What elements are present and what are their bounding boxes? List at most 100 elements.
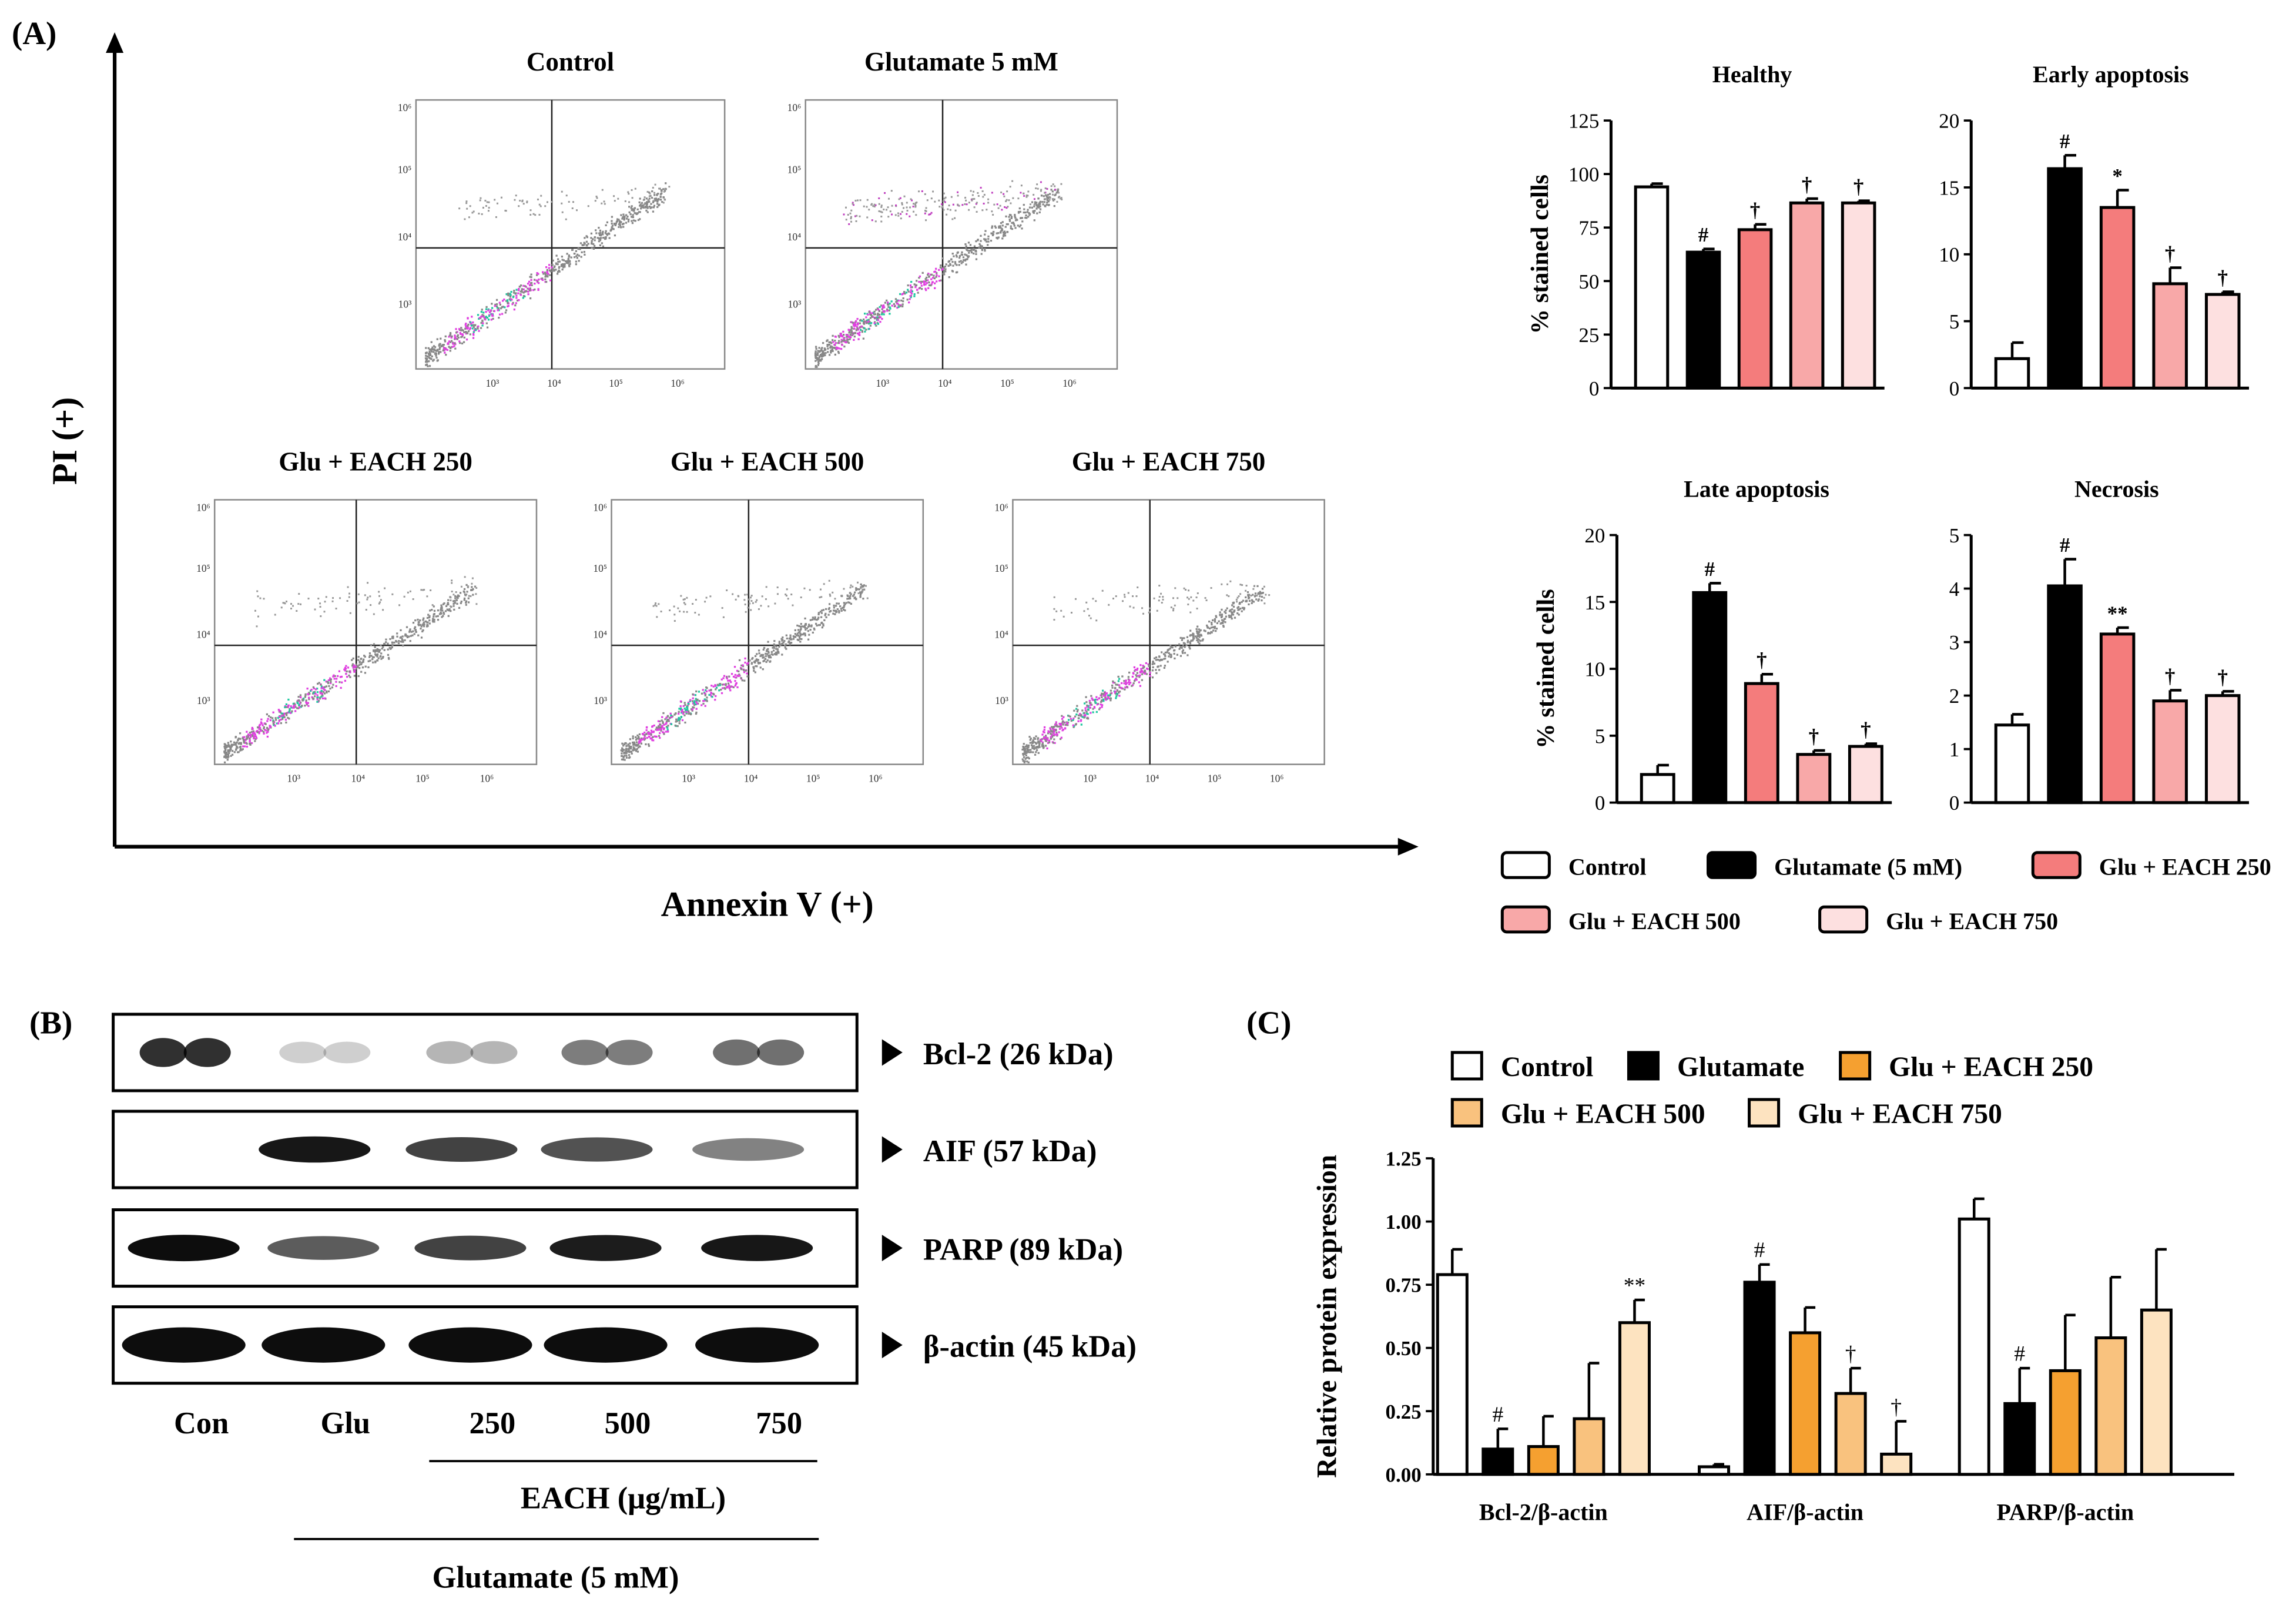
flow-event <box>1030 744 1033 746</box>
flow-event <box>635 750 638 752</box>
flow-event <box>950 196 953 198</box>
flow-event <box>565 218 567 220</box>
flow-event <box>758 652 760 655</box>
flow-event <box>786 637 788 640</box>
flow-event <box>258 732 260 735</box>
flow-event <box>516 299 519 302</box>
flow-event <box>1001 224 1004 227</box>
flow-x-tick-label: 10⁶ <box>869 773 883 785</box>
flow-event <box>661 192 663 195</box>
flow-event <box>482 206 484 209</box>
flow-event <box>927 279 929 281</box>
legend-item: Control <box>1500 851 1647 880</box>
flow-event <box>1219 614 1221 616</box>
flow-event <box>638 733 641 736</box>
flow-event <box>551 200 553 203</box>
flow-event <box>866 319 869 321</box>
flow-event <box>1110 689 1112 692</box>
flow-event <box>1094 701 1097 703</box>
flow-event <box>694 612 696 614</box>
flow-event <box>1099 707 1101 709</box>
flow-event <box>862 590 864 592</box>
flow-event <box>687 701 690 704</box>
flow-event <box>360 671 363 673</box>
flow-event <box>913 203 915 205</box>
flow-event <box>323 679 326 681</box>
flow-event <box>246 742 248 745</box>
flow-event <box>1140 668 1142 670</box>
legend-swatch <box>1450 1051 1483 1081</box>
flow-event <box>1239 593 1242 595</box>
flow-event <box>317 598 320 600</box>
flow-event <box>317 701 320 703</box>
flow-event <box>1029 739 1031 741</box>
flow-event <box>817 362 820 365</box>
flow-event <box>284 706 286 709</box>
flow-event <box>902 300 904 303</box>
flow-event <box>304 705 306 707</box>
flow-event <box>435 615 437 618</box>
significance-mark: † <box>1845 1342 1856 1366</box>
flow-event <box>1226 594 1228 596</box>
western-blot: Bcl-2 (26 kDa)AIF (57 kDa)PARP (89 kDa)β… <box>112 1013 1137 1594</box>
flow-event <box>486 201 488 203</box>
flow-event <box>970 249 973 252</box>
flow-event <box>1162 596 1164 598</box>
flow-event <box>836 347 839 349</box>
flow-event <box>971 199 973 202</box>
flow-event <box>465 333 467 335</box>
flow-event <box>1045 740 1048 742</box>
flow-event <box>947 264 950 267</box>
flow-event <box>1160 592 1162 595</box>
flow-event <box>335 685 337 688</box>
flow-event <box>1051 733 1054 736</box>
y-tick-label: 0 <box>1949 792 1959 815</box>
flow-event <box>225 751 227 754</box>
flow-event <box>622 226 625 228</box>
flow-event <box>880 215 883 217</box>
flow-event <box>628 750 630 753</box>
flow-event <box>734 680 736 682</box>
flow-event <box>250 742 253 745</box>
flow-event <box>984 247 986 250</box>
flow-event <box>746 672 748 675</box>
flow-event <box>861 331 864 333</box>
flow-event <box>443 347 445 349</box>
flow-event <box>325 681 327 683</box>
flow-event <box>1149 672 1151 674</box>
flow-event <box>834 353 836 356</box>
flow-event <box>1149 675 1151 677</box>
flow-event <box>575 263 578 266</box>
flow-event <box>997 232 1000 234</box>
flow-event <box>655 726 658 729</box>
flow-event <box>862 337 865 340</box>
flow-event <box>481 324 484 327</box>
flow-event <box>1201 639 1204 642</box>
flow-event <box>1033 198 1035 200</box>
flow-event <box>435 354 437 357</box>
flow-event <box>500 307 502 310</box>
flow-event <box>1023 750 1025 752</box>
flow-event <box>1182 649 1185 652</box>
flow-event <box>1216 622 1219 625</box>
bar <box>1834 1392 1867 1476</box>
flow-event <box>853 204 855 206</box>
blot-band <box>183 1038 231 1067</box>
flow-event <box>1052 728 1055 730</box>
significance-mark: # <box>1754 1238 1765 1262</box>
flow-event <box>1060 197 1062 199</box>
flow-event <box>272 711 274 713</box>
flow-event <box>623 217 626 220</box>
flow-event <box>691 709 693 712</box>
flow-event <box>506 299 509 301</box>
flow-event <box>634 207 636 209</box>
flow-event <box>1058 725 1061 728</box>
flow-event <box>417 621 420 624</box>
flow-event <box>980 234 982 237</box>
flow-event <box>1169 648 1171 650</box>
flow-event <box>637 743 639 746</box>
flow-event <box>901 305 904 308</box>
flow-event <box>254 740 256 742</box>
flow-event <box>828 579 830 582</box>
